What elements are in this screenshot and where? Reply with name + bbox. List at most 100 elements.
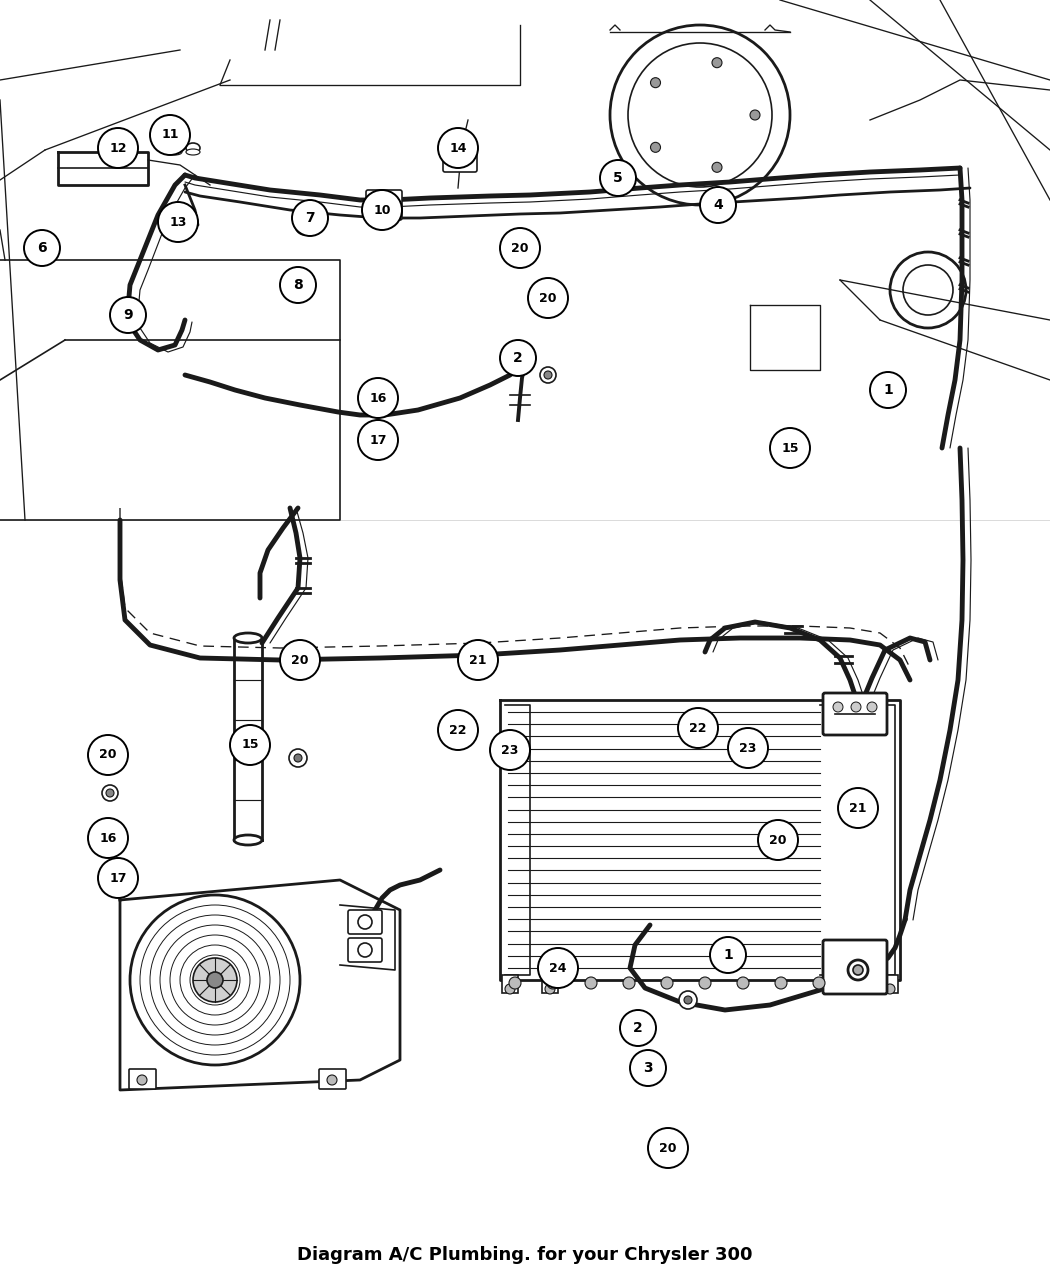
Text: 21: 21	[469, 654, 487, 667]
Text: 1: 1	[883, 382, 892, 397]
FancyBboxPatch shape	[443, 147, 477, 172]
FancyBboxPatch shape	[366, 190, 402, 221]
Circle shape	[544, 371, 552, 379]
Text: 23: 23	[501, 743, 519, 756]
Text: 2: 2	[513, 351, 523, 365]
Bar	[882, 975, 898, 993]
Circle shape	[295, 215, 315, 235]
FancyBboxPatch shape	[348, 910, 382, 935]
Circle shape	[500, 228, 540, 268]
FancyBboxPatch shape	[823, 940, 887, 994]
Circle shape	[850, 703, 861, 711]
Circle shape	[294, 754, 302, 762]
Circle shape	[758, 820, 798, 861]
Circle shape	[870, 372, 906, 408]
Circle shape	[848, 960, 868, 980]
Circle shape	[770, 428, 810, 468]
Circle shape	[98, 128, 138, 168]
Circle shape	[280, 266, 316, 303]
Circle shape	[838, 788, 878, 827]
Circle shape	[230, 725, 270, 765]
Circle shape	[600, 159, 636, 196]
Circle shape	[438, 710, 478, 750]
Bar	[502, 975, 518, 993]
Circle shape	[775, 977, 788, 989]
Text: 5: 5	[613, 171, 623, 185]
Circle shape	[88, 819, 128, 858]
Text: 21: 21	[849, 802, 866, 815]
Text: 10: 10	[373, 204, 391, 217]
Circle shape	[280, 640, 320, 680]
Bar	[842, 975, 858, 993]
Circle shape	[845, 984, 855, 995]
Circle shape	[813, 977, 825, 989]
Circle shape	[538, 949, 578, 988]
Circle shape	[458, 131, 472, 145]
Circle shape	[678, 708, 718, 748]
Circle shape	[102, 785, 118, 801]
Circle shape	[500, 340, 536, 376]
Circle shape	[885, 984, 895, 995]
Circle shape	[110, 297, 146, 333]
Circle shape	[710, 937, 746, 973]
Circle shape	[679, 991, 697, 1009]
Text: 2: 2	[633, 1021, 643, 1035]
Circle shape	[512, 240, 528, 256]
Circle shape	[292, 200, 328, 236]
Circle shape	[509, 977, 521, 989]
Text: 20: 20	[291, 654, 309, 667]
FancyBboxPatch shape	[823, 694, 887, 734]
Text: 22: 22	[689, 722, 707, 734]
Circle shape	[623, 977, 635, 989]
Text: 17: 17	[370, 434, 386, 446]
Circle shape	[462, 135, 468, 142]
Circle shape	[24, 230, 60, 266]
FancyBboxPatch shape	[319, 1068, 346, 1089]
Text: 13: 13	[169, 215, 187, 228]
Circle shape	[547, 977, 559, 989]
Circle shape	[712, 162, 722, 172]
Circle shape	[662, 977, 673, 989]
Circle shape	[490, 731, 530, 770]
Circle shape	[651, 143, 660, 152]
Circle shape	[853, 965, 863, 975]
Text: 24: 24	[549, 961, 567, 974]
Text: 3: 3	[644, 1061, 653, 1075]
Circle shape	[150, 115, 190, 156]
Text: 20: 20	[100, 748, 117, 761]
Text: 20: 20	[659, 1141, 677, 1154]
Circle shape	[289, 748, 307, 768]
Ellipse shape	[186, 143, 200, 153]
Circle shape	[699, 977, 711, 989]
Ellipse shape	[234, 632, 262, 643]
Circle shape	[193, 958, 237, 1002]
Circle shape	[88, 734, 128, 775]
Circle shape	[300, 221, 310, 230]
Circle shape	[294, 754, 302, 762]
Circle shape	[728, 728, 768, 768]
Text: 16: 16	[100, 831, 117, 844]
Circle shape	[362, 190, 402, 230]
Text: Diagram A/C Plumbing. for your Chrysler 300: Diagram A/C Plumbing. for your Chrysler …	[297, 1246, 753, 1264]
Circle shape	[585, 977, 597, 989]
Text: 1: 1	[723, 949, 733, 963]
Circle shape	[700, 187, 736, 223]
Ellipse shape	[168, 149, 182, 156]
Circle shape	[544, 295, 552, 302]
Text: 12: 12	[109, 142, 127, 154]
Circle shape	[458, 640, 498, 680]
Circle shape	[438, 128, 478, 168]
Bar	[542, 975, 558, 993]
Polygon shape	[120, 880, 400, 1090]
Circle shape	[833, 703, 843, 711]
Circle shape	[660, 1130, 676, 1146]
Ellipse shape	[168, 143, 182, 153]
Circle shape	[750, 110, 760, 120]
Circle shape	[528, 278, 568, 317]
Circle shape	[136, 1075, 147, 1085]
Circle shape	[290, 750, 306, 766]
Text: 22: 22	[449, 723, 467, 737]
Text: 14: 14	[449, 142, 467, 154]
Circle shape	[712, 57, 722, 68]
Circle shape	[664, 1133, 672, 1142]
